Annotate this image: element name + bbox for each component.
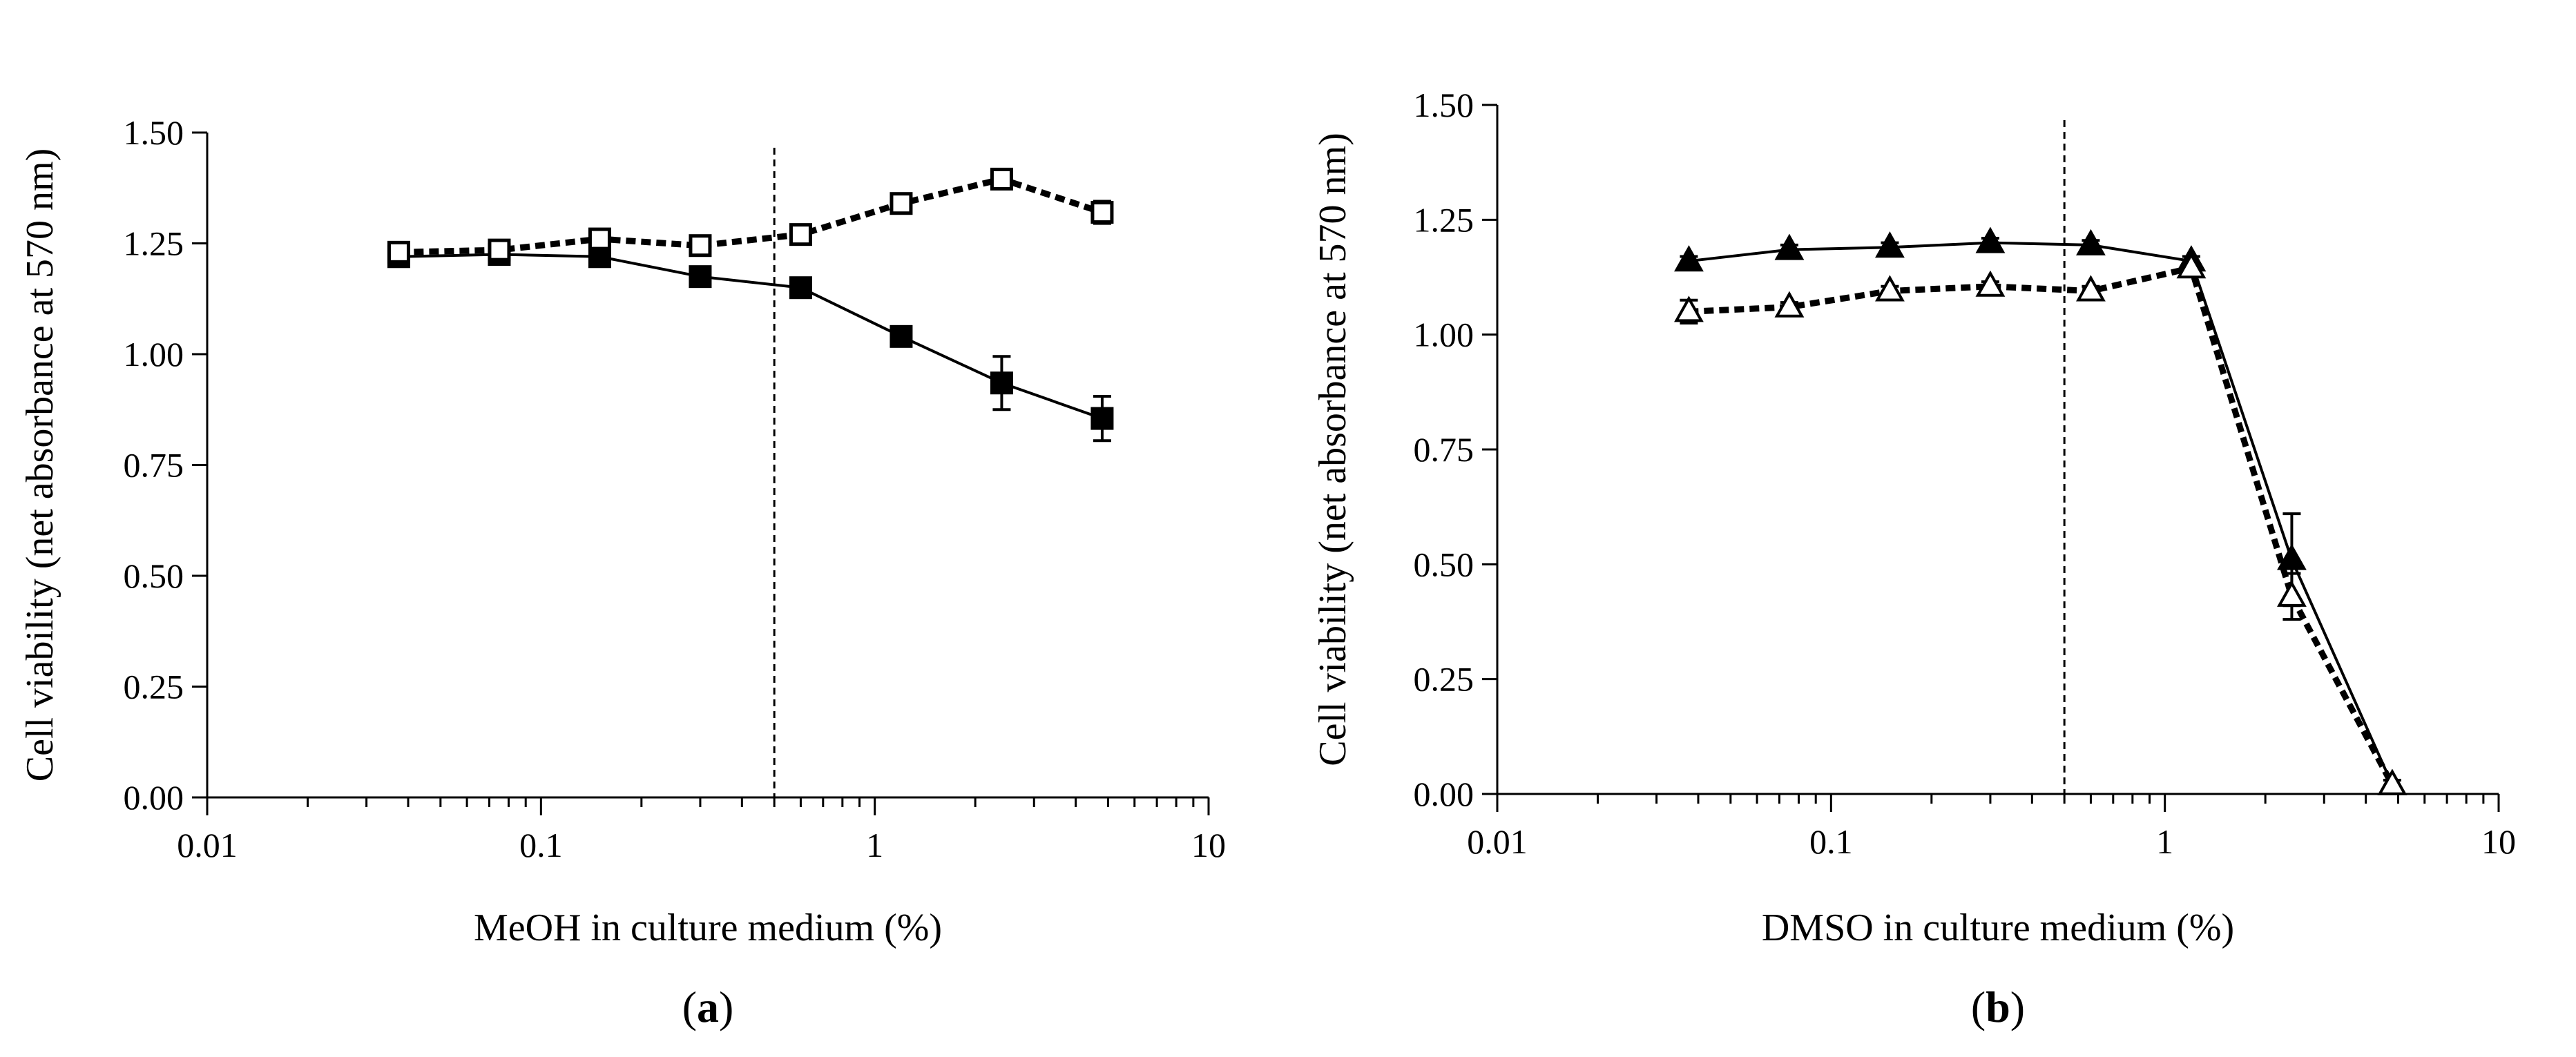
data-point	[488, 238, 511, 262]
y-tick-label: 1.50	[124, 113, 184, 152]
data-point	[1674, 245, 1704, 272]
data-point	[789, 276, 812, 300]
data-point	[2076, 275, 2106, 302]
x-axis-label: MeOH in culture medium (%)	[474, 906, 942, 949]
y-tick-label: 0.00	[1414, 775, 1474, 813]
data-point	[990, 167, 1013, 191]
panel-b: 0.00 0.25 0.50 0.75 1.00 1.25 1.50 0.01 0.1 1 10 DM…	[1311, 86, 2516, 1031]
series-line-2	[1689, 264, 2395, 786]
x-tick-label: 0.1	[519, 826, 563, 864]
data-point	[1975, 226, 2006, 253]
data-point	[2277, 580, 2307, 607]
panel-a: 0.00 0.25 0.50 0.75 1.00 1.25 1.50 0.01 0.1 1 10 Me…	[19, 113, 1226, 1031]
data-point	[2176, 252, 2207, 279]
y-tick-label: 0.25	[124, 668, 184, 706]
x-tick-label: 0.1	[1809, 822, 1853, 861]
data-point	[789, 223, 812, 246]
panel-label: (a)	[682, 982, 734, 1031]
y-tick-label: 0.50	[1414, 545, 1474, 583]
series-line-1	[398, 253, 1103, 420]
data-point	[1090, 201, 1114, 224]
x-tick-label: 10	[1191, 826, 1226, 864]
y-tick-label: 0.50	[124, 556, 184, 595]
series-line-1	[1689, 241, 2394, 786]
y-tick-label: 0.75	[124, 446, 184, 485]
y-tick-label: 1.50	[1414, 86, 1474, 124]
data-point	[1090, 407, 1114, 430]
data-point	[2377, 768, 2407, 795]
data-point	[890, 324, 913, 348]
x-tick-label: 1	[866, 826, 883, 864]
data-point	[890, 192, 913, 215]
data-point	[689, 234, 712, 258]
data-point	[387, 240, 410, 264]
data-point	[689, 265, 712, 289]
data-point	[2277, 543, 2307, 570]
y-tick-label: 1.00	[1414, 316, 1474, 354]
series-line-2	[398, 175, 1104, 255]
y-tick-label: 1.25	[1414, 200, 1474, 239]
data-point	[2076, 229, 2106, 255]
x-tick-label: 1	[2156, 822, 2173, 861]
y-tick-label: 0.25	[1414, 660, 1474, 699]
panel-label: (b)	[1971, 982, 2025, 1031]
y-tick-label: 0.00	[124, 778, 184, 817]
data-point	[1774, 291, 1805, 318]
data-point	[1975, 270, 2006, 297]
data-point	[1674, 295, 1704, 322]
x-tick-label: 0.01	[1467, 822, 1528, 861]
data-point	[1875, 231, 1905, 258]
data-point	[990, 371, 1013, 395]
x-axis-label: DMSO in culture medium (%)	[1762, 906, 2234, 949]
x-tick-label: 0.01	[177, 826, 238, 864]
y-tick-label: 1.25	[124, 224, 184, 263]
x-tick-label: 10	[2481, 822, 2516, 861]
y-axis-label: Cell viability (net absorbance at 570 nm…	[19, 148, 61, 782]
data-point	[1774, 233, 1805, 260]
y-tick-label: 0.75	[1414, 430, 1474, 469]
data-point	[588, 227, 611, 251]
y-tick-label: 1.00	[124, 335, 184, 374]
data-point	[1875, 275, 1905, 302]
y-axis-label: Cell viability (net absorbance at 570 nm…	[1311, 133, 1354, 766]
